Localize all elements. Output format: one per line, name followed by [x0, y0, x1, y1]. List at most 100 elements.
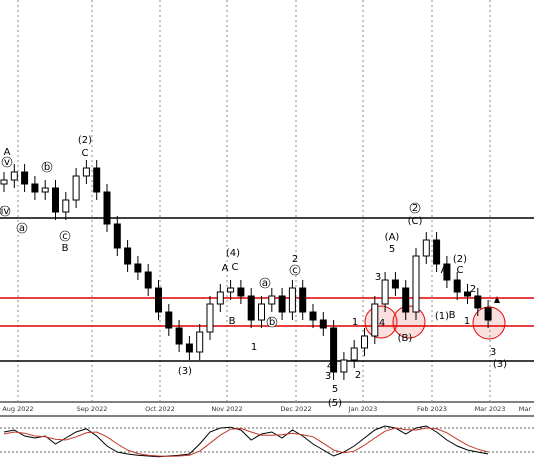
- wave-label: 1: [251, 342, 257, 353]
- x-tick-label: Sep 2022: [77, 405, 108, 413]
- annotation-circle: [409, 202, 421, 214]
- wave-label: 2: [292, 254, 298, 265]
- wave-label: (4): [226, 248, 240, 259]
- candle-body: [464, 291, 471, 297]
- wave-label: B: [449, 310, 456, 321]
- candle-body: [474, 295, 482, 309]
- candle-body: [227, 287, 235, 293]
- wave-label: 5: [389, 244, 395, 255]
- annotation-circle: [59, 230, 71, 242]
- candle-body: [381, 279, 389, 305]
- wave-label: 1: [464, 316, 470, 327]
- candle-body: [175, 327, 183, 345]
- candle-body: [484, 307, 492, 321]
- candle-body: [402, 287, 410, 313]
- wave-label: a: [262, 278, 268, 289]
- candle-body: [268, 295, 276, 305]
- wave-label: (5): [328, 398, 342, 409]
- annotation-circle: [266, 316, 278, 328]
- wave-label: 2: [470, 284, 476, 295]
- wave-label: A: [222, 263, 229, 274]
- candle-body: [350, 347, 358, 361]
- candle-body: [216, 291, 224, 305]
- wave-label: A: [4, 147, 11, 158]
- candle-body: [93, 167, 101, 193]
- candle-body: [206, 303, 214, 333]
- candle-body: [278, 295, 286, 313]
- candle-body: [144, 271, 152, 289]
- candle-body: [10, 171, 18, 181]
- wave-label: B: [229, 316, 236, 327]
- wave-label: c: [62, 231, 68, 242]
- candle-body: [237, 287, 245, 297]
- wave-label: v: [4, 157, 10, 168]
- candle-body: [258, 303, 265, 321]
- candle-body: [155, 287, 162, 313]
- wave-label: (C): [408, 216, 423, 227]
- annotation-circle: [289, 264, 301, 276]
- candle-body: [361, 335, 368, 349]
- wave-label: 5: [332, 384, 338, 395]
- wave-label: (2): [78, 135, 92, 146]
- candle-body: [247, 295, 255, 321]
- candle-body: [124, 247, 132, 265]
- candle-body: [52, 187, 59, 213]
- wave-label: B: [62, 243, 69, 254]
- wave-label: C: [232, 262, 239, 273]
- candle-body: [453, 279, 461, 293]
- x-tick-label: Feb 2023: [417, 405, 447, 413]
- x-tick-label: Mar 2023: [475, 405, 506, 413]
- x-tick-label: Mar 1: [519, 405, 534, 413]
- candle-body: [82, 167, 90, 177]
- candle-body: [340, 359, 348, 373]
- wave-label: (A): [385, 232, 400, 243]
- wave-label: C: [457, 265, 464, 276]
- wave-label: (B): [398, 333, 413, 344]
- candle-body: [443, 263, 451, 281]
- candle-body: [299, 287, 307, 313]
- wave-label: (1): [435, 311, 449, 322]
- x-tick-label: Oct 2022: [145, 405, 175, 413]
- wave-label: a: [19, 223, 25, 234]
- wave-label: (3): [178, 366, 192, 377]
- candle-body: [371, 303, 379, 337]
- candle-body: [422, 239, 430, 257]
- candle-body: [62, 199, 70, 213]
- annotation-circle: [1, 156, 13, 168]
- candle-body: [412, 255, 420, 313]
- candle-body: [196, 331, 204, 353]
- x-tick-label: Jan 2023: [348, 405, 378, 413]
- wave-label: 4: [327, 361, 333, 372]
- candle-body: [433, 239, 441, 265]
- candle-body: [134, 263, 142, 273]
- wave-label: (2): [453, 254, 467, 265]
- candle-body: [103, 191, 111, 225]
- wave-label: 3: [325, 371, 331, 382]
- wave-label: b: [44, 162, 50, 173]
- candle-body: [41, 187, 49, 193]
- wave-label: 3: [375, 272, 381, 283]
- annotation-circle: [259, 277, 271, 289]
- candle-body: [330, 327, 338, 373]
- x-tick-label: Dec 2022: [280, 405, 311, 413]
- wave-label: 4: [379, 318, 385, 329]
- candle-body: [319, 319, 327, 329]
- annotation-circle: [16, 222, 28, 234]
- wave-label: 2: [355, 370, 361, 381]
- wave-label: b: [269, 317, 275, 328]
- candle-body: [309, 311, 317, 321]
- annotation-circle: [41, 161, 53, 173]
- candle-body: [288, 287, 296, 313]
- candle-body: [21, 171, 29, 185]
- wave-label: 2: [412, 203, 418, 214]
- x-tick-label: Nov 2022: [211, 405, 242, 413]
- osc-line: [3, 425, 489, 458]
- wave-label: 1: [352, 317, 358, 328]
- candle-body: [0, 179, 8, 185]
- wave-label: c: [292, 265, 298, 276]
- arrow: [494, 296, 500, 303]
- candle-body: [165, 311, 173, 329]
- wave-label: A: [441, 265, 448, 276]
